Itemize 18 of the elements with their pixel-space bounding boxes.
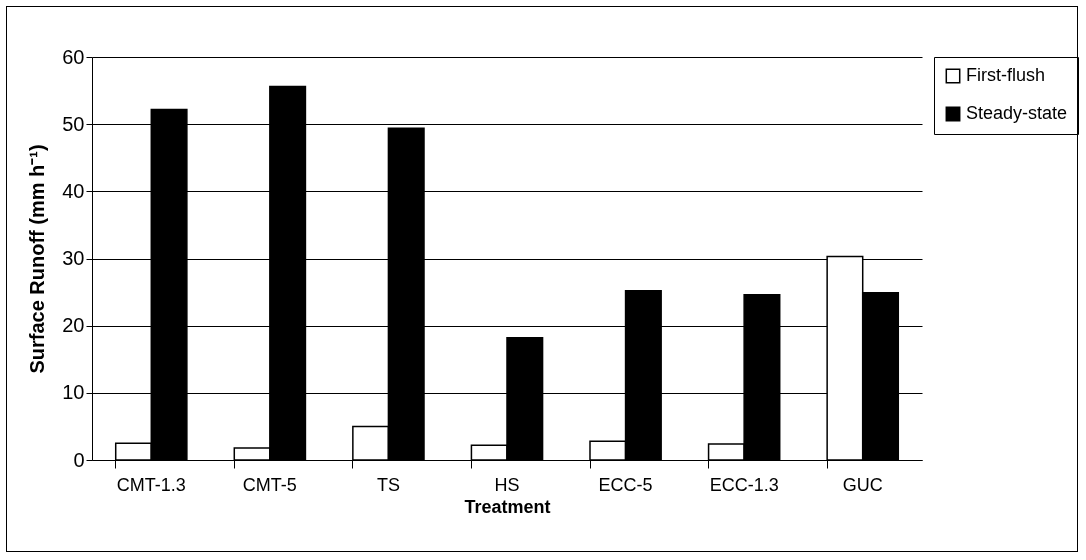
x-tick-label: TS [376,474,400,495]
x-tick-label: CMT-1.3 [116,474,186,495]
y-tick-label: 10 [62,381,85,404]
y-tick-label: 20 [62,314,85,337]
x-tick-label: GUC [842,474,883,495]
y-tick-label: 60 [62,45,85,68]
y-tick-label: 50 [62,112,85,135]
legend-label: First-flush [966,65,1046,85]
legend-label: Steady-state [966,103,1068,123]
y-tick-label: 30 [62,247,85,269]
x-axis-title: Treatment [464,496,551,517]
y-tick-label: 0 [73,448,85,471]
y-axis-title: Surface Runoff (mm h⁻¹) [26,144,49,374]
x-tick-label: ECC-1.3 [709,474,779,495]
x-tick-label: HS [494,474,520,495]
y-tick-label: 40 [62,179,85,202]
x-tick-label: CMT-5 [242,474,297,495]
x-tick-label: ECC-5 [598,474,653,495]
